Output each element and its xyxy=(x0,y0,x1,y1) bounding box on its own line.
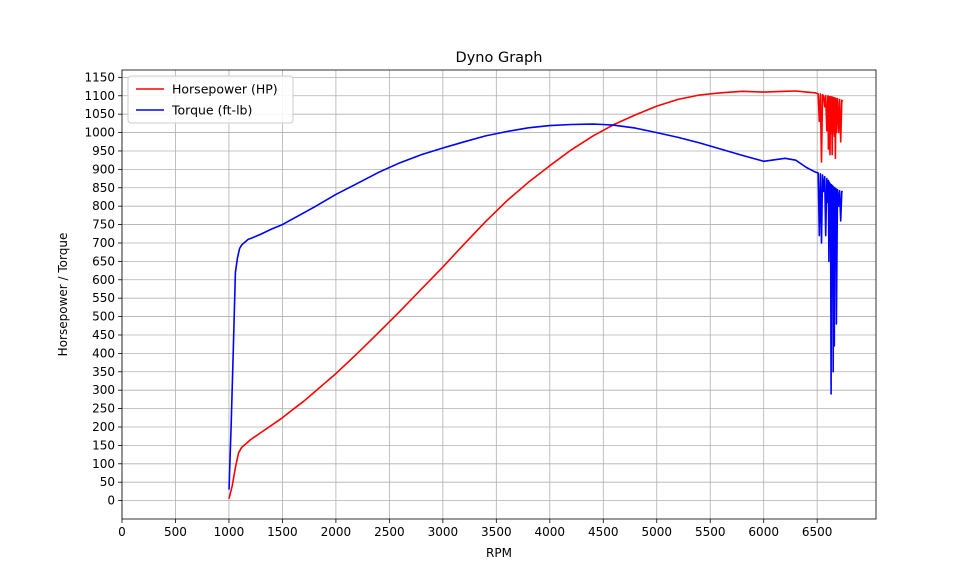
y-tick-label: 1000 xyxy=(84,126,115,140)
grid-lines xyxy=(121,70,876,519)
y-tick-label: 250 xyxy=(92,402,115,416)
x-tick-label: 2500 xyxy=(374,525,405,539)
y-tick-label: 650 xyxy=(92,254,115,268)
legend: Horsepower (HP) Torque (ft-lb) xyxy=(127,75,294,124)
x-tick-label: 5500 xyxy=(695,525,726,539)
series-lines xyxy=(228,90,844,499)
y-tick-label: 450 xyxy=(92,328,115,342)
y-tick-label: 950 xyxy=(92,144,115,158)
legend-label-horsepower: Horsepower (HP) xyxy=(172,82,278,97)
legend-box xyxy=(127,75,294,124)
y-tick-label: 500 xyxy=(92,310,115,324)
y-tick-label: 300 xyxy=(92,383,115,397)
x-tick-label: 0 xyxy=(118,525,126,539)
x-tick-label: 4000 xyxy=(535,525,566,539)
x-tick-label: 1000 xyxy=(214,525,245,539)
x-tick-label: 500 xyxy=(164,525,187,539)
x-tick-label: 3000 xyxy=(428,525,459,539)
y-tick-label: 850 xyxy=(92,181,115,195)
x-tick-label: 3500 xyxy=(481,525,512,539)
y-axis-title: Horsepower / Torque xyxy=(56,233,70,357)
y-tick-label: 200 xyxy=(92,420,115,434)
y-tick-label: 750 xyxy=(92,218,115,232)
y-tick-label: 900 xyxy=(92,162,115,176)
y-tick-label: 150 xyxy=(92,438,115,452)
x-tick-label: 6000 xyxy=(748,525,779,539)
y-tick-label: 700 xyxy=(92,236,115,250)
x-tick-label: 1500 xyxy=(267,525,298,539)
y-tick-label: 350 xyxy=(92,365,115,379)
x-axis-ticks: 0 500 1000 1500 2000 2500 3000 3500 4000 4500 5000… xyxy=(118,519,832,539)
x-tick-label: 2000 xyxy=(321,525,352,539)
y-tick-label: 800 xyxy=(92,199,115,213)
x-axis-title: RPM xyxy=(486,546,512,560)
series-line-1 xyxy=(228,123,843,490)
series-line-0 xyxy=(228,90,844,499)
y-axis-ticks: 0 50 100 150 200 250 300 350 400 450 500 550 600 650 7… xyxy=(84,70,122,508)
chart-title: Dyno Graph xyxy=(456,50,543,66)
y-tick-label: 1150 xyxy=(84,70,115,84)
y-tick-label: 1050 xyxy=(84,107,115,121)
x-tick-label: 4500 xyxy=(588,525,619,539)
x-tick-label: 5000 xyxy=(641,525,672,539)
y-tick-label: 600 xyxy=(92,273,115,287)
y-tick-label: 50 xyxy=(100,475,115,489)
y-tick-label: 100 xyxy=(92,457,115,471)
x-tick-label: 6500 xyxy=(802,525,833,539)
plot-area-frame xyxy=(121,69,877,520)
y-tick-label: 550 xyxy=(92,291,115,305)
y-tick-label: 1100 xyxy=(84,89,115,103)
legend-label-torque: Torque (ft-lb) xyxy=(171,103,252,118)
y-tick-label: 400 xyxy=(92,346,115,360)
y-tick-label: 0 xyxy=(107,494,115,508)
